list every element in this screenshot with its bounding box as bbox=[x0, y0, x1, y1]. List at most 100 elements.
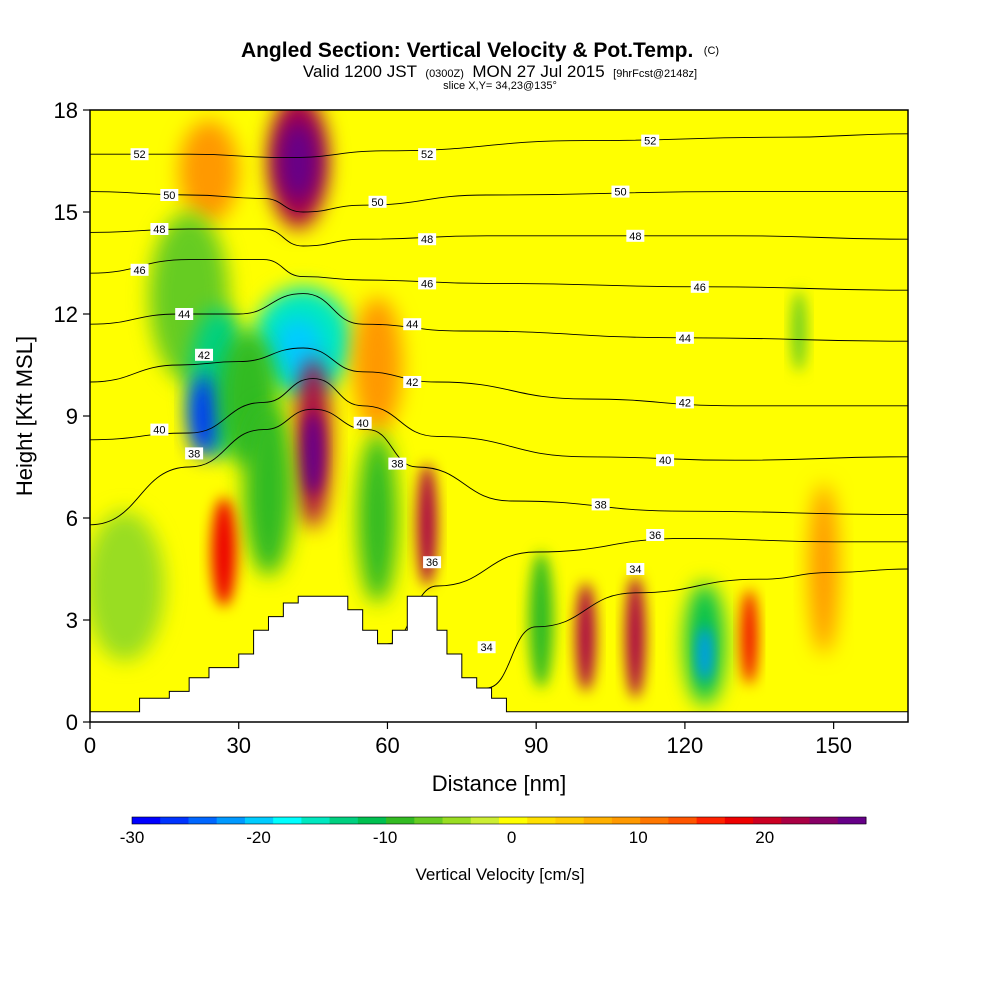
isentrope-46 bbox=[90, 259, 908, 291]
colorbar-title: Vertical Velocity [cm/s] bbox=[415, 865, 584, 884]
colorbar-swatch-10 bbox=[414, 817, 444, 824]
colorbar-tick-label: -20 bbox=[246, 828, 271, 847]
colorbar-swatch-14 bbox=[527, 817, 556, 824]
colorbar-swatch-3 bbox=[216, 817, 246, 824]
contour-label-text: 42 bbox=[679, 397, 691, 409]
x-tick-label: 90 bbox=[524, 733, 548, 758]
velocity-cell-7 bbox=[189, 375, 219, 457]
contour-label-text: 34 bbox=[480, 642, 492, 654]
colorbar-swatch-20 bbox=[696, 817, 726, 824]
contour-label-text: 42 bbox=[406, 377, 418, 389]
isentrope-48 bbox=[90, 228, 908, 247]
contour-label-40: 40 bbox=[353, 416, 372, 430]
contour-label-36: 36 bbox=[646, 529, 665, 542]
velocity-cell-1 bbox=[278, 120, 319, 202]
velocity-cell-10 bbox=[303, 412, 324, 495]
subtitle-valid: Valid 1200 JST bbox=[303, 62, 417, 81]
x-tick-label: 150 bbox=[815, 733, 852, 758]
velocity-cell-11 bbox=[352, 297, 403, 433]
contour-label-42: 42 bbox=[675, 396, 694, 409]
contour-label-52: 52 bbox=[130, 148, 149, 161]
x-tick-label: 30 bbox=[226, 733, 250, 758]
colorbar-swatch-21 bbox=[724, 817, 754, 824]
slice-note: slice X,Y= 34,23@135° bbox=[443, 80, 557, 92]
chart-title-unit: (C) bbox=[704, 45, 719, 57]
x-tick-label: 0 bbox=[84, 733, 96, 758]
contour-label-text: 40 bbox=[153, 425, 165, 437]
contour-label-34: 34 bbox=[626, 563, 645, 576]
contour-label-text: 50 bbox=[163, 190, 175, 202]
y-tick-label: 12 bbox=[54, 302, 78, 327]
contour-label-text: 46 bbox=[694, 282, 706, 294]
contour-label-text: 36 bbox=[426, 557, 438, 569]
colorbar-swatch-13 bbox=[499, 817, 528, 824]
y-tick-label: 6 bbox=[66, 506, 78, 531]
colorbar-swatch-5 bbox=[273, 817, 302, 824]
contour-label-36: 36 bbox=[423, 556, 442, 569]
colorbar-swatch-9 bbox=[386, 817, 415, 824]
contour-label-text: 40 bbox=[357, 418, 369, 430]
contour-label-48: 48 bbox=[626, 229, 645, 243]
y-axis-ticks: 0 3 6 9 12 15 18 bbox=[54, 98, 90, 735]
colorbar-swatch-15 bbox=[555, 817, 585, 824]
contour-label-44: 44 bbox=[675, 331, 694, 345]
velocity-cell-20 bbox=[697, 626, 713, 682]
y-tick-label: 0 bbox=[66, 710, 78, 735]
velocity-cell-24 bbox=[90, 511, 165, 661]
isentrope-38 bbox=[90, 408, 908, 526]
contour-labels: 52 52 52 50 50 50 48 48 48 46 46 46 44 44 44 42 42 42 40 40… bbox=[130, 134, 709, 654]
velocity-cell-18 bbox=[625, 575, 646, 699]
contour-label-text: 40 bbox=[659, 455, 671, 467]
y-tick-label: 3 bbox=[66, 608, 78, 633]
velocity-cell-13 bbox=[357, 433, 398, 603]
contour-label-text: 46 bbox=[421, 278, 433, 290]
colorbar-tick-label: 0 bbox=[507, 828, 516, 847]
isentrope-34 bbox=[486, 568, 908, 689]
velocity-cell-17 bbox=[575, 582, 596, 692]
colorbar-swatch-7 bbox=[329, 817, 359, 824]
contour-label-text: 42 bbox=[198, 350, 210, 362]
colorbar-swatch-0 bbox=[132, 817, 161, 824]
velocity-cell-2 bbox=[179, 120, 239, 223]
contour-label-44: 44 bbox=[403, 318, 422, 331]
y-tick-label: 15 bbox=[54, 200, 78, 225]
velocity-cell-15 bbox=[417, 463, 438, 586]
contour-label-text: 48 bbox=[153, 224, 165, 236]
subtitle-forecast: [9hrFcst@2148z] bbox=[613, 68, 697, 80]
y-tick-label: 18 bbox=[54, 98, 78, 123]
chart-title: Angled Section: Vertical Velocity & Pot.… bbox=[241, 39, 719, 62]
y-axis-label: Height [Kft MSL] bbox=[12, 336, 37, 496]
isentrope-36 bbox=[387, 537, 908, 645]
terrain bbox=[90, 595, 908, 722]
contour-label-text: 38 bbox=[391, 459, 403, 471]
velocity-cell-14 bbox=[211, 497, 237, 607]
contour-label-text: 46 bbox=[133, 265, 145, 277]
colorbar-swatch-4 bbox=[244, 817, 274, 824]
isentrope-52 bbox=[90, 133, 908, 159]
colorbar-swatch-19 bbox=[668, 817, 698, 824]
contour-label-text: 48 bbox=[629, 231, 641, 243]
contour-label-text: 44 bbox=[178, 309, 190, 321]
subtitle-date: MON 27 Jul 2015 bbox=[472, 62, 604, 81]
x-axis-ticks: 0 30 60 90 120 150 bbox=[84, 722, 852, 758]
contour-label-text: 38 bbox=[188, 448, 200, 460]
colorbar-tick-label: 20 bbox=[755, 828, 774, 847]
colorbar-swatch-24 bbox=[809, 817, 839, 824]
contour-label-text: 36 bbox=[649, 530, 661, 542]
contour-label-text: 50 bbox=[371, 197, 383, 209]
contour-label-38: 38 bbox=[591, 498, 610, 511]
x-tick-label: 60 bbox=[375, 733, 399, 758]
contour-label-38: 38 bbox=[388, 457, 407, 471]
colorbar-swatch-1 bbox=[160, 817, 189, 824]
contour-label-text: 44 bbox=[406, 319, 418, 331]
colorbar-ticks: -30 -20 -10 0 10 20 bbox=[120, 828, 775, 847]
velocity-field bbox=[90, 110, 839, 705]
colorbar-swatch-8 bbox=[357, 817, 387, 824]
colorbar-swatch-16 bbox=[583, 817, 613, 824]
subtitle-utc: (0300Z) bbox=[425, 68, 464, 80]
contour-label-50: 50 bbox=[160, 189, 179, 202]
contour-label-42: 42 bbox=[195, 348, 214, 362]
colorbar-tick-label: -30 bbox=[120, 828, 145, 847]
isentrope-layer bbox=[90, 133, 908, 689]
plot-area: 52 52 52 50 50 50 48 48 48 46 46 46 44 44 44 42 42 42 40 40… bbox=[90, 110, 908, 722]
